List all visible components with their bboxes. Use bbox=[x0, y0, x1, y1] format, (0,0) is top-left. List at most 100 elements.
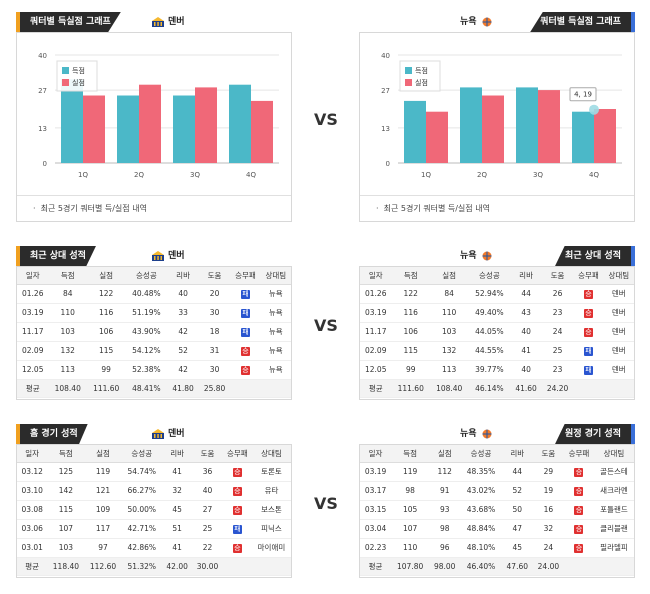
table-row: 03.04 107 98 48.84% 47 32 승 클리블랜 bbox=[360, 519, 634, 539]
col-header: 승무패 bbox=[573, 267, 604, 285]
col-header: 승성공 bbox=[121, 445, 162, 463]
away-table-right: 일자 득점 실점 승성공 리바 도움 승무패 상대팀 03.19 119 112 48.35% 44 29… bbox=[359, 444, 635, 578]
table-cell: 02.09 bbox=[360, 341, 392, 361]
col-header: 도움 bbox=[192, 445, 223, 463]
table-cell: 40 bbox=[167, 284, 199, 304]
average-cell bbox=[563, 557, 594, 576]
table-cell: 19 bbox=[532, 481, 564, 501]
team-name-right: 뉴욕 bbox=[460, 17, 477, 27]
bar-scored-3Q[interactable] bbox=[516, 87, 538, 163]
bar-scored-2Q[interactable] bbox=[117, 95, 139, 164]
tooltip-text: 4, 19 bbox=[574, 91, 592, 99]
bar-scored-4Q[interactable] bbox=[572, 111, 594, 163]
team-name-right: 뉴욕 bbox=[460, 251, 477, 261]
bar-scored-2Q[interactable] bbox=[460, 87, 482, 163]
table-cell: 01.26 bbox=[17, 284, 49, 304]
table-cell: 30 bbox=[198, 360, 231, 380]
bar-allowed-4Q[interactable] bbox=[594, 109, 616, 163]
average-cell: 48.41% bbox=[125, 379, 168, 398]
table-cell: 20 bbox=[198, 284, 231, 304]
bar-allowed-3Q[interactable] bbox=[195, 87, 217, 163]
average-cell: 111.60 bbox=[391, 379, 430, 398]
table-row: 02.23 110 96 48.10% 45 24 승 필라델피 bbox=[360, 538, 634, 558]
recent-title-left: 최근 상대 성적 bbox=[16, 246, 96, 266]
table-cell: 24 bbox=[541, 322, 574, 342]
table-cell: 48.84% bbox=[460, 519, 502, 539]
table-cell: 42.86% bbox=[121, 538, 162, 558]
team-label-right: 뉴욕 bbox=[460, 12, 493, 32]
result-badge: 승 bbox=[574, 524, 584, 534]
table-row: 12.05 99 113 39.77% 40 23 패 덴버 bbox=[360, 360, 634, 380]
bar-allowed-2Q[interactable] bbox=[139, 84, 161, 163]
table-cell: 16 bbox=[532, 500, 564, 520]
col-header: 도움 bbox=[198, 267, 231, 285]
recent-header-left: 최근 상대 성적 덴버 bbox=[16, 246, 296, 266]
table-cell: 52 bbox=[167, 341, 199, 361]
average-cell: 30.00 bbox=[192, 557, 223, 576]
table-cell: 41 bbox=[161, 538, 193, 558]
col-header: 리바 bbox=[501, 445, 533, 463]
vs-label-1: VS bbox=[314, 110, 338, 129]
average-row: 평균 111.60 108.40 46.14% 41.60 24.20 bbox=[360, 379, 634, 398]
table-cell: 30 bbox=[198, 303, 231, 323]
table-cell: 승 bbox=[563, 462, 594, 482]
table-cell: 48.10% bbox=[460, 538, 502, 558]
bar-allowed-4Q[interactable] bbox=[251, 100, 273, 163]
table-row: 03.19 110 116 51.19% 33 30 패 뉴욕 bbox=[17, 303, 291, 323]
table-cell: 50 bbox=[501, 500, 533, 520]
table-cell: 03.15 bbox=[360, 500, 392, 520]
y-tick-label: 40 bbox=[38, 52, 47, 60]
table-cell: 54.12% bbox=[125, 341, 168, 361]
bar-scored-4Q[interactable] bbox=[229, 84, 251, 163]
average-cell: 42.00 bbox=[161, 557, 193, 576]
bar-scored-1Q[interactable] bbox=[404, 100, 426, 163]
table-cell: 110 bbox=[48, 303, 87, 323]
denver-logo-icon bbox=[152, 251, 164, 261]
table-cell: 142 bbox=[47, 481, 85, 501]
table-cell: 48.35% bbox=[460, 462, 502, 482]
team-name-right: 뉴욕 bbox=[460, 429, 477, 439]
col-header: 승무패 bbox=[230, 267, 261, 285]
table-cell: 승 bbox=[230, 341, 261, 361]
table-cell: 44 bbox=[510, 284, 542, 304]
table-cell: 03.19 bbox=[360, 462, 392, 482]
average-cell: 24.20 bbox=[541, 379, 574, 398]
table-cell: 29 bbox=[532, 462, 564, 482]
average-cell bbox=[260, 379, 291, 398]
table-cell: 43.68% bbox=[460, 500, 502, 520]
chart-note-right: · 최근 5경기 쿼터별 득/실점 내역 bbox=[360, 195, 634, 221]
bar-scored-1Q[interactable] bbox=[61, 79, 83, 163]
table-cell: 119 bbox=[84, 462, 122, 482]
chart-title-right: 쿼터별 득실점 그래프 bbox=[530, 12, 635, 32]
chart-title-left: 쿼터별 득실점 그래프 bbox=[16, 12, 121, 32]
average-cell bbox=[573, 379, 604, 398]
x-tick-label: 2Q bbox=[477, 171, 487, 179]
table-cell: 03.08 bbox=[17, 500, 48, 520]
bar-allowed-1Q[interactable] bbox=[426, 111, 448, 163]
table-cell: 27 bbox=[192, 500, 223, 520]
table-cell: 54.74% bbox=[121, 462, 162, 482]
team-label-left: 덴버 bbox=[152, 12, 185, 32]
bar-allowed-3Q[interactable] bbox=[538, 90, 560, 163]
average-cell: 평균 bbox=[360, 557, 392, 576]
table-cell: 93 bbox=[429, 500, 461, 520]
table-cell: 필라델피 bbox=[593, 538, 634, 558]
chart-box-right: 0 13 27 40 1Q 2Q 3Q 4Q 득점 실점 4, 19 · 최근 5경기 쿼터별 득/… bbox=[359, 32, 635, 222]
col-header: 상대팀 bbox=[603, 267, 634, 285]
table-cell: 40 bbox=[510, 322, 542, 342]
away-header-right: 원정 경기 성적 뉴욕 bbox=[355, 424, 635, 444]
average-cell: 51.32% bbox=[121, 557, 162, 576]
x-tick-label: 3Q bbox=[190, 171, 200, 179]
y-tick-label: 40 bbox=[381, 52, 390, 60]
bar-scored-3Q[interactable] bbox=[173, 95, 195, 164]
table-cell: 덴버 bbox=[603, 303, 634, 323]
recent-table-right: 일자 득점 실점 승성공 리바 도움 승무패 상대팀 01.26 122 84 52.94% 44 26 승… bbox=[359, 266, 635, 400]
team-label-left-3: 덴버 bbox=[152, 424, 185, 444]
table-cell: 25 bbox=[541, 341, 574, 361]
table-cell: 47 bbox=[501, 519, 533, 539]
table-cell: 39.77% bbox=[468, 360, 511, 380]
bar-allowed-1Q[interactable] bbox=[83, 95, 105, 164]
average-cell bbox=[603, 379, 634, 398]
col-header: 리바 bbox=[167, 267, 199, 285]
bar-allowed-2Q[interactable] bbox=[482, 95, 504, 164]
